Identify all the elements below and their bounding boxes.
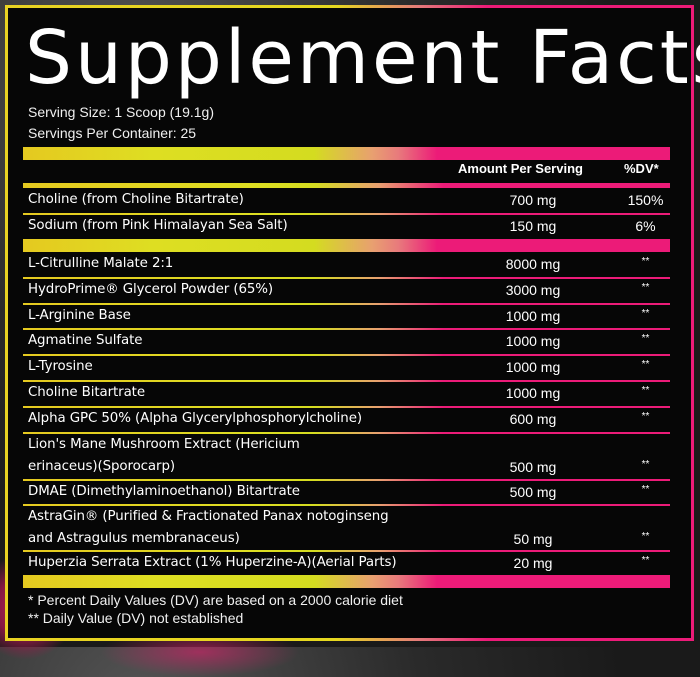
footnote-dv: * Percent Daily Values (DV) are based on… [28, 592, 403, 608]
ingredient-amount: 500 mg [509, 484, 557, 500]
ingredient-dv: ** [641, 385, 650, 396]
ingredient-name: L-Tyrosine [28, 359, 93, 374]
divider-thin [23, 504, 670, 506]
servings-per-container: Servings Per Container: 25 [28, 125, 197, 141]
ingredient-dv: ** [641, 555, 650, 566]
divider-thin [23, 277, 670, 279]
divider-thick [23, 575, 670, 588]
ingredient-row: Lion's Mane Mushroom Extract (Hericium e… [28, 434, 668, 480]
divider-medium [23, 183, 670, 188]
divider-thin [23, 479, 670, 481]
ingredient-row: AstraGin® (Purified & Fractionated Panax… [28, 506, 668, 552]
ingredient-name: Choline Bitartrate [28, 385, 145, 400]
ingredient-dv: ** [641, 411, 650, 422]
nutrient-name: Sodium (from Pink Himalayan Sea Salt) [28, 218, 288, 233]
ingredient-dv: ** [641, 308, 650, 319]
amount-per-serving-header: Amount Per Serving [458, 161, 583, 176]
ingredient-name-line2: and Astragulus membranaceus) [28, 531, 240, 546]
footnote-not-established: ** Daily Value (DV) not established [28, 610, 244, 626]
ingredient-name: Lion's Mane Mushroom Extract (Hericium [28, 437, 300, 452]
dv-header: %DV* [624, 161, 659, 176]
divider-thin [23, 432, 670, 434]
ingredient-dv: ** [641, 484, 650, 495]
nutrient-dv: 6% [635, 218, 656, 234]
divider-thin [23, 328, 670, 330]
ingredient-amount: 1000 mg [505, 308, 561, 324]
ingredient-dv: ** [641, 359, 650, 370]
ingredient-amount: 500 mg [509, 459, 557, 475]
page-title: Supplement Facts [25, 15, 700, 101]
divider-thick [23, 147, 670, 160]
supplement-facts-panel: Supplement Facts Serving Size: 1 Scoop (… [8, 8, 700, 638]
ingredient-dv: ** [641, 282, 650, 293]
ingredient-name-line2: erinaceus)(Sporocarp) [28, 459, 175, 474]
divider-thin [23, 380, 670, 382]
ingredient-name: HydroPrime® Glycerol Powder (65%) [28, 282, 274, 297]
ingredient-name: Huperzia Serrata Extract (1% Huperzine-A… [28, 555, 397, 570]
ingredient-amount: 50 mg [513, 531, 553, 547]
divider-thin [23, 550, 670, 552]
divider-thin [23, 406, 670, 408]
ingredient-amount: 8000 mg [505, 256, 561, 272]
ingredient-amount: 1000 mg [505, 359, 561, 375]
ingredient-dv: ** [641, 333, 650, 344]
ingredient-name: AstraGin® (Purified & Fractionated Panax… [28, 509, 389, 524]
ingredient-amount: 3000 mg [505, 282, 561, 298]
ingredient-name: Agmatine Sulfate [28, 333, 143, 348]
nutrient-dv: 150% [627, 192, 664, 208]
ingredient-dv: ** [641, 459, 650, 470]
ingredient-dv: ** [641, 531, 650, 542]
nutrient-amount: 700 mg [509, 192, 557, 208]
divider-thin [23, 354, 670, 356]
ingredient-amount: 1000 mg [505, 333, 561, 349]
divider-thin [23, 303, 670, 305]
nutrient-name: Choline (from Choline Bitartrate) [28, 192, 244, 207]
nutrient-amount: 150 mg [509, 218, 557, 234]
ingredient-amount: 1000 mg [505, 385, 561, 401]
ingredient-amount: 20 mg [513, 555, 553, 571]
divider-thick [23, 239, 670, 252]
ingredient-name: DMAE (Dimethylaminoethanol) Bitartrate [28, 484, 300, 499]
ingredient-name: Alpha GPC 50% (Alpha Glycerylphosphorylc… [28, 411, 362, 426]
ingredient-amount: 600 mg [509, 411, 557, 427]
ingredient-dv: ** [641, 256, 650, 267]
ingredient-name: L-Arginine Base [28, 308, 131, 323]
serving-size: Serving Size: 1 Scoop (19.1g) [28, 104, 214, 120]
divider-thin [23, 213, 670, 215]
ingredient-name: L-Citrulline Malate 2:1 [28, 256, 174, 271]
supplement-facts-frame: Supplement Facts Serving Size: 1 Scoop (… [5, 5, 700, 641]
